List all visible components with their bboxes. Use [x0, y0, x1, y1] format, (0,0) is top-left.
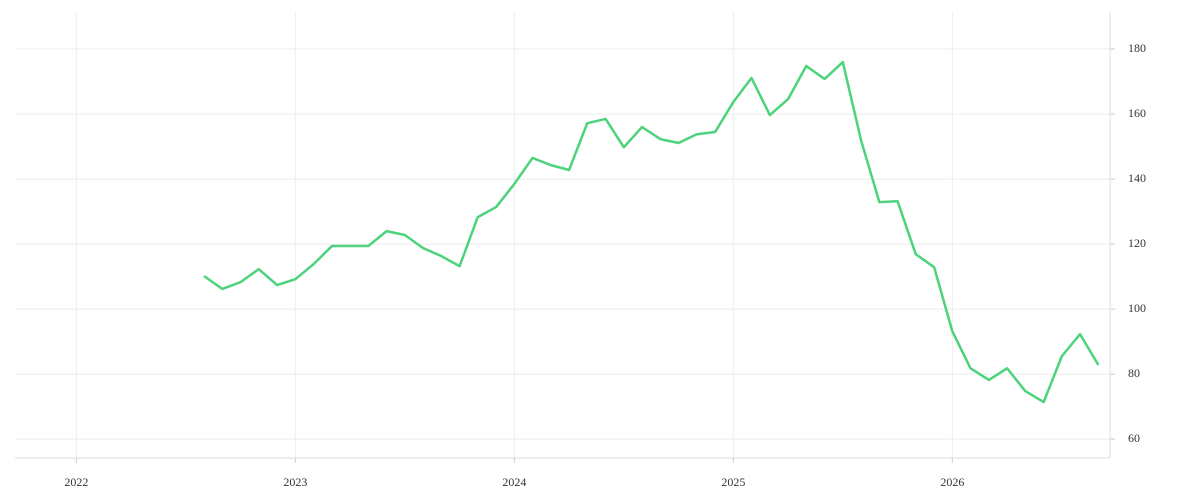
- x-tick-label: 2022: [64, 475, 88, 489]
- x-tick-label: 2025: [721, 475, 745, 489]
- x-tick-label: 2024: [502, 475, 526, 489]
- y-tick-label: 80: [1128, 366, 1140, 380]
- y-tick-label: 140: [1128, 171, 1146, 185]
- x-tick-label: 2026: [940, 475, 964, 489]
- y-tick-label: 60: [1128, 431, 1140, 445]
- x-tick-label: 2023: [283, 475, 307, 489]
- y-tick-label: 180: [1128, 41, 1146, 55]
- y-tick-label: 100: [1128, 301, 1146, 315]
- y-tick-label: 120: [1128, 236, 1146, 250]
- line-series: [203, 60, 1100, 404]
- y-tick-label: 160: [1128, 106, 1146, 120]
